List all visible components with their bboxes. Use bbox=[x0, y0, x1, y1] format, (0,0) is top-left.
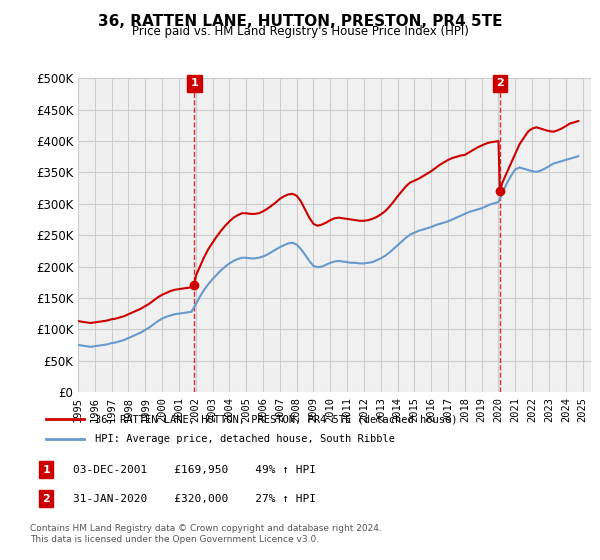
Text: 03-DEC-2001    £169,950    49% ↑ HPI: 03-DEC-2001 £169,950 49% ↑ HPI bbox=[73, 465, 316, 475]
Text: Contains HM Land Registry data © Crown copyright and database right 2024.: Contains HM Land Registry data © Crown c… bbox=[30, 524, 382, 533]
Text: HPI: Average price, detached house, South Ribble: HPI: Average price, detached house, Sout… bbox=[95, 434, 395, 444]
Text: 2: 2 bbox=[43, 494, 50, 503]
Text: 1: 1 bbox=[191, 78, 198, 88]
Text: 36, RATTEN LANE, HUTTON, PRESTON, PR4 5TE: 36, RATTEN LANE, HUTTON, PRESTON, PR4 5T… bbox=[98, 14, 502, 29]
Text: 36, RATTEN LANE, HUTTON, PRESTON, PR4 5TE (detached house): 36, RATTEN LANE, HUTTON, PRESTON, PR4 5T… bbox=[95, 414, 457, 424]
Text: 31-JAN-2020    £320,000    27% ↑ HPI: 31-JAN-2020 £320,000 27% ↑ HPI bbox=[73, 494, 316, 503]
Text: 1: 1 bbox=[43, 465, 50, 475]
Text: This data is licensed under the Open Government Licence v3.0.: This data is licensed under the Open Gov… bbox=[30, 535, 319, 544]
Text: 2: 2 bbox=[496, 78, 504, 88]
Text: Price paid vs. HM Land Registry's House Price Index (HPI): Price paid vs. HM Land Registry's House … bbox=[131, 25, 469, 38]
